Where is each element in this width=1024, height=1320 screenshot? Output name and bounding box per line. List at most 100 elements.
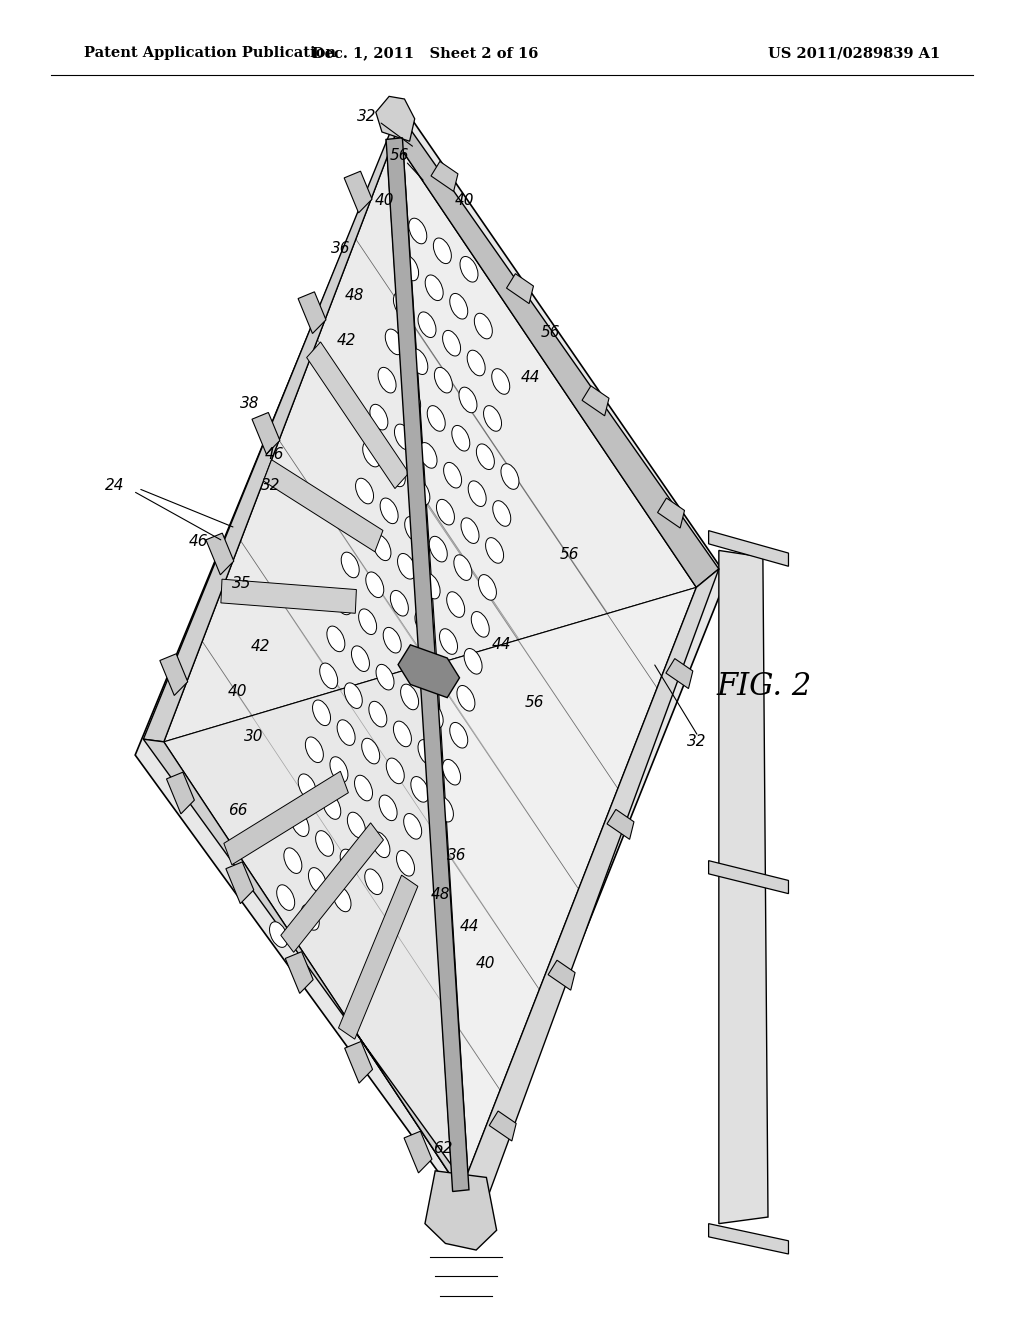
Ellipse shape xyxy=(393,292,412,318)
Text: 66: 66 xyxy=(227,803,248,818)
Ellipse shape xyxy=(443,462,462,488)
Ellipse shape xyxy=(412,479,430,506)
Ellipse shape xyxy=(347,812,366,838)
Ellipse shape xyxy=(450,722,468,748)
Text: 62: 62 xyxy=(432,1140,453,1156)
Ellipse shape xyxy=(366,572,384,598)
Polygon shape xyxy=(345,1041,373,1084)
Text: 56: 56 xyxy=(559,546,580,562)
Ellipse shape xyxy=(429,536,447,562)
Ellipse shape xyxy=(450,293,468,319)
Ellipse shape xyxy=(373,535,391,561)
Ellipse shape xyxy=(452,425,470,451)
Polygon shape xyxy=(164,139,421,742)
Ellipse shape xyxy=(344,682,362,709)
Ellipse shape xyxy=(460,256,478,282)
Ellipse shape xyxy=(471,611,489,638)
Ellipse shape xyxy=(442,330,461,356)
Ellipse shape xyxy=(400,684,419,710)
Polygon shape xyxy=(431,161,458,191)
Ellipse shape xyxy=(380,498,398,524)
Ellipse shape xyxy=(446,591,465,618)
Ellipse shape xyxy=(464,648,482,675)
Text: 36: 36 xyxy=(446,847,467,863)
Text: 42: 42 xyxy=(250,639,270,655)
Ellipse shape xyxy=(434,367,453,393)
Polygon shape xyxy=(398,644,460,697)
Ellipse shape xyxy=(408,647,426,673)
Text: 46: 46 xyxy=(188,533,209,549)
Ellipse shape xyxy=(390,590,409,616)
Polygon shape xyxy=(206,533,233,574)
Text: 38: 38 xyxy=(240,396,260,412)
Polygon shape xyxy=(306,342,409,488)
Ellipse shape xyxy=(298,774,316,800)
Ellipse shape xyxy=(348,515,367,541)
Ellipse shape xyxy=(427,405,445,432)
Ellipse shape xyxy=(454,554,472,581)
Ellipse shape xyxy=(402,387,421,413)
Ellipse shape xyxy=(435,796,454,822)
Ellipse shape xyxy=(387,461,406,487)
Ellipse shape xyxy=(403,813,422,840)
Ellipse shape xyxy=(433,238,452,264)
Polygon shape xyxy=(461,569,719,1209)
Text: 44: 44 xyxy=(492,636,512,652)
Ellipse shape xyxy=(485,537,504,564)
Ellipse shape xyxy=(432,665,451,692)
Ellipse shape xyxy=(418,312,436,338)
Text: Dec. 1, 2011   Sheet 2 of 16: Dec. 1, 2011 Sheet 2 of 16 xyxy=(311,46,539,61)
Polygon shape xyxy=(339,875,418,1039)
Text: 32: 32 xyxy=(686,734,707,750)
Polygon shape xyxy=(709,1224,788,1254)
Polygon shape xyxy=(437,587,696,1191)
Ellipse shape xyxy=(361,738,380,764)
Polygon shape xyxy=(164,139,696,1191)
Polygon shape xyxy=(719,550,768,1224)
Ellipse shape xyxy=(474,313,493,339)
Ellipse shape xyxy=(415,610,433,636)
Ellipse shape xyxy=(378,367,396,393)
Ellipse shape xyxy=(284,847,302,874)
Polygon shape xyxy=(607,809,634,840)
Ellipse shape xyxy=(492,368,510,395)
Ellipse shape xyxy=(301,904,319,931)
Ellipse shape xyxy=(459,387,477,413)
Polygon shape xyxy=(286,952,313,994)
Text: 24: 24 xyxy=(104,478,125,494)
Ellipse shape xyxy=(409,218,427,244)
Ellipse shape xyxy=(400,255,419,281)
Ellipse shape xyxy=(379,795,397,821)
Polygon shape xyxy=(221,579,356,614)
Ellipse shape xyxy=(337,719,355,746)
Polygon shape xyxy=(281,822,383,952)
Ellipse shape xyxy=(323,793,341,820)
Ellipse shape xyxy=(404,516,423,543)
Ellipse shape xyxy=(436,499,455,525)
Polygon shape xyxy=(252,412,280,454)
Ellipse shape xyxy=(483,405,502,432)
Ellipse shape xyxy=(425,702,443,729)
Ellipse shape xyxy=(330,756,348,783)
Polygon shape xyxy=(404,1131,432,1173)
Text: 40: 40 xyxy=(374,193,394,209)
Ellipse shape xyxy=(312,700,331,726)
Text: 44: 44 xyxy=(520,370,541,385)
Ellipse shape xyxy=(372,832,390,858)
Ellipse shape xyxy=(308,867,327,894)
Ellipse shape xyxy=(501,463,519,490)
Polygon shape xyxy=(425,1171,497,1250)
Ellipse shape xyxy=(355,478,374,504)
Ellipse shape xyxy=(396,850,415,876)
Ellipse shape xyxy=(478,574,497,601)
Ellipse shape xyxy=(369,701,387,727)
Ellipse shape xyxy=(383,627,401,653)
Polygon shape xyxy=(657,498,684,528)
Text: 44: 44 xyxy=(459,919,479,935)
Polygon shape xyxy=(344,172,372,213)
Text: 46: 46 xyxy=(264,446,285,462)
Polygon shape xyxy=(709,531,788,566)
Ellipse shape xyxy=(410,348,428,375)
Ellipse shape xyxy=(315,830,334,857)
Text: 48: 48 xyxy=(430,887,451,903)
